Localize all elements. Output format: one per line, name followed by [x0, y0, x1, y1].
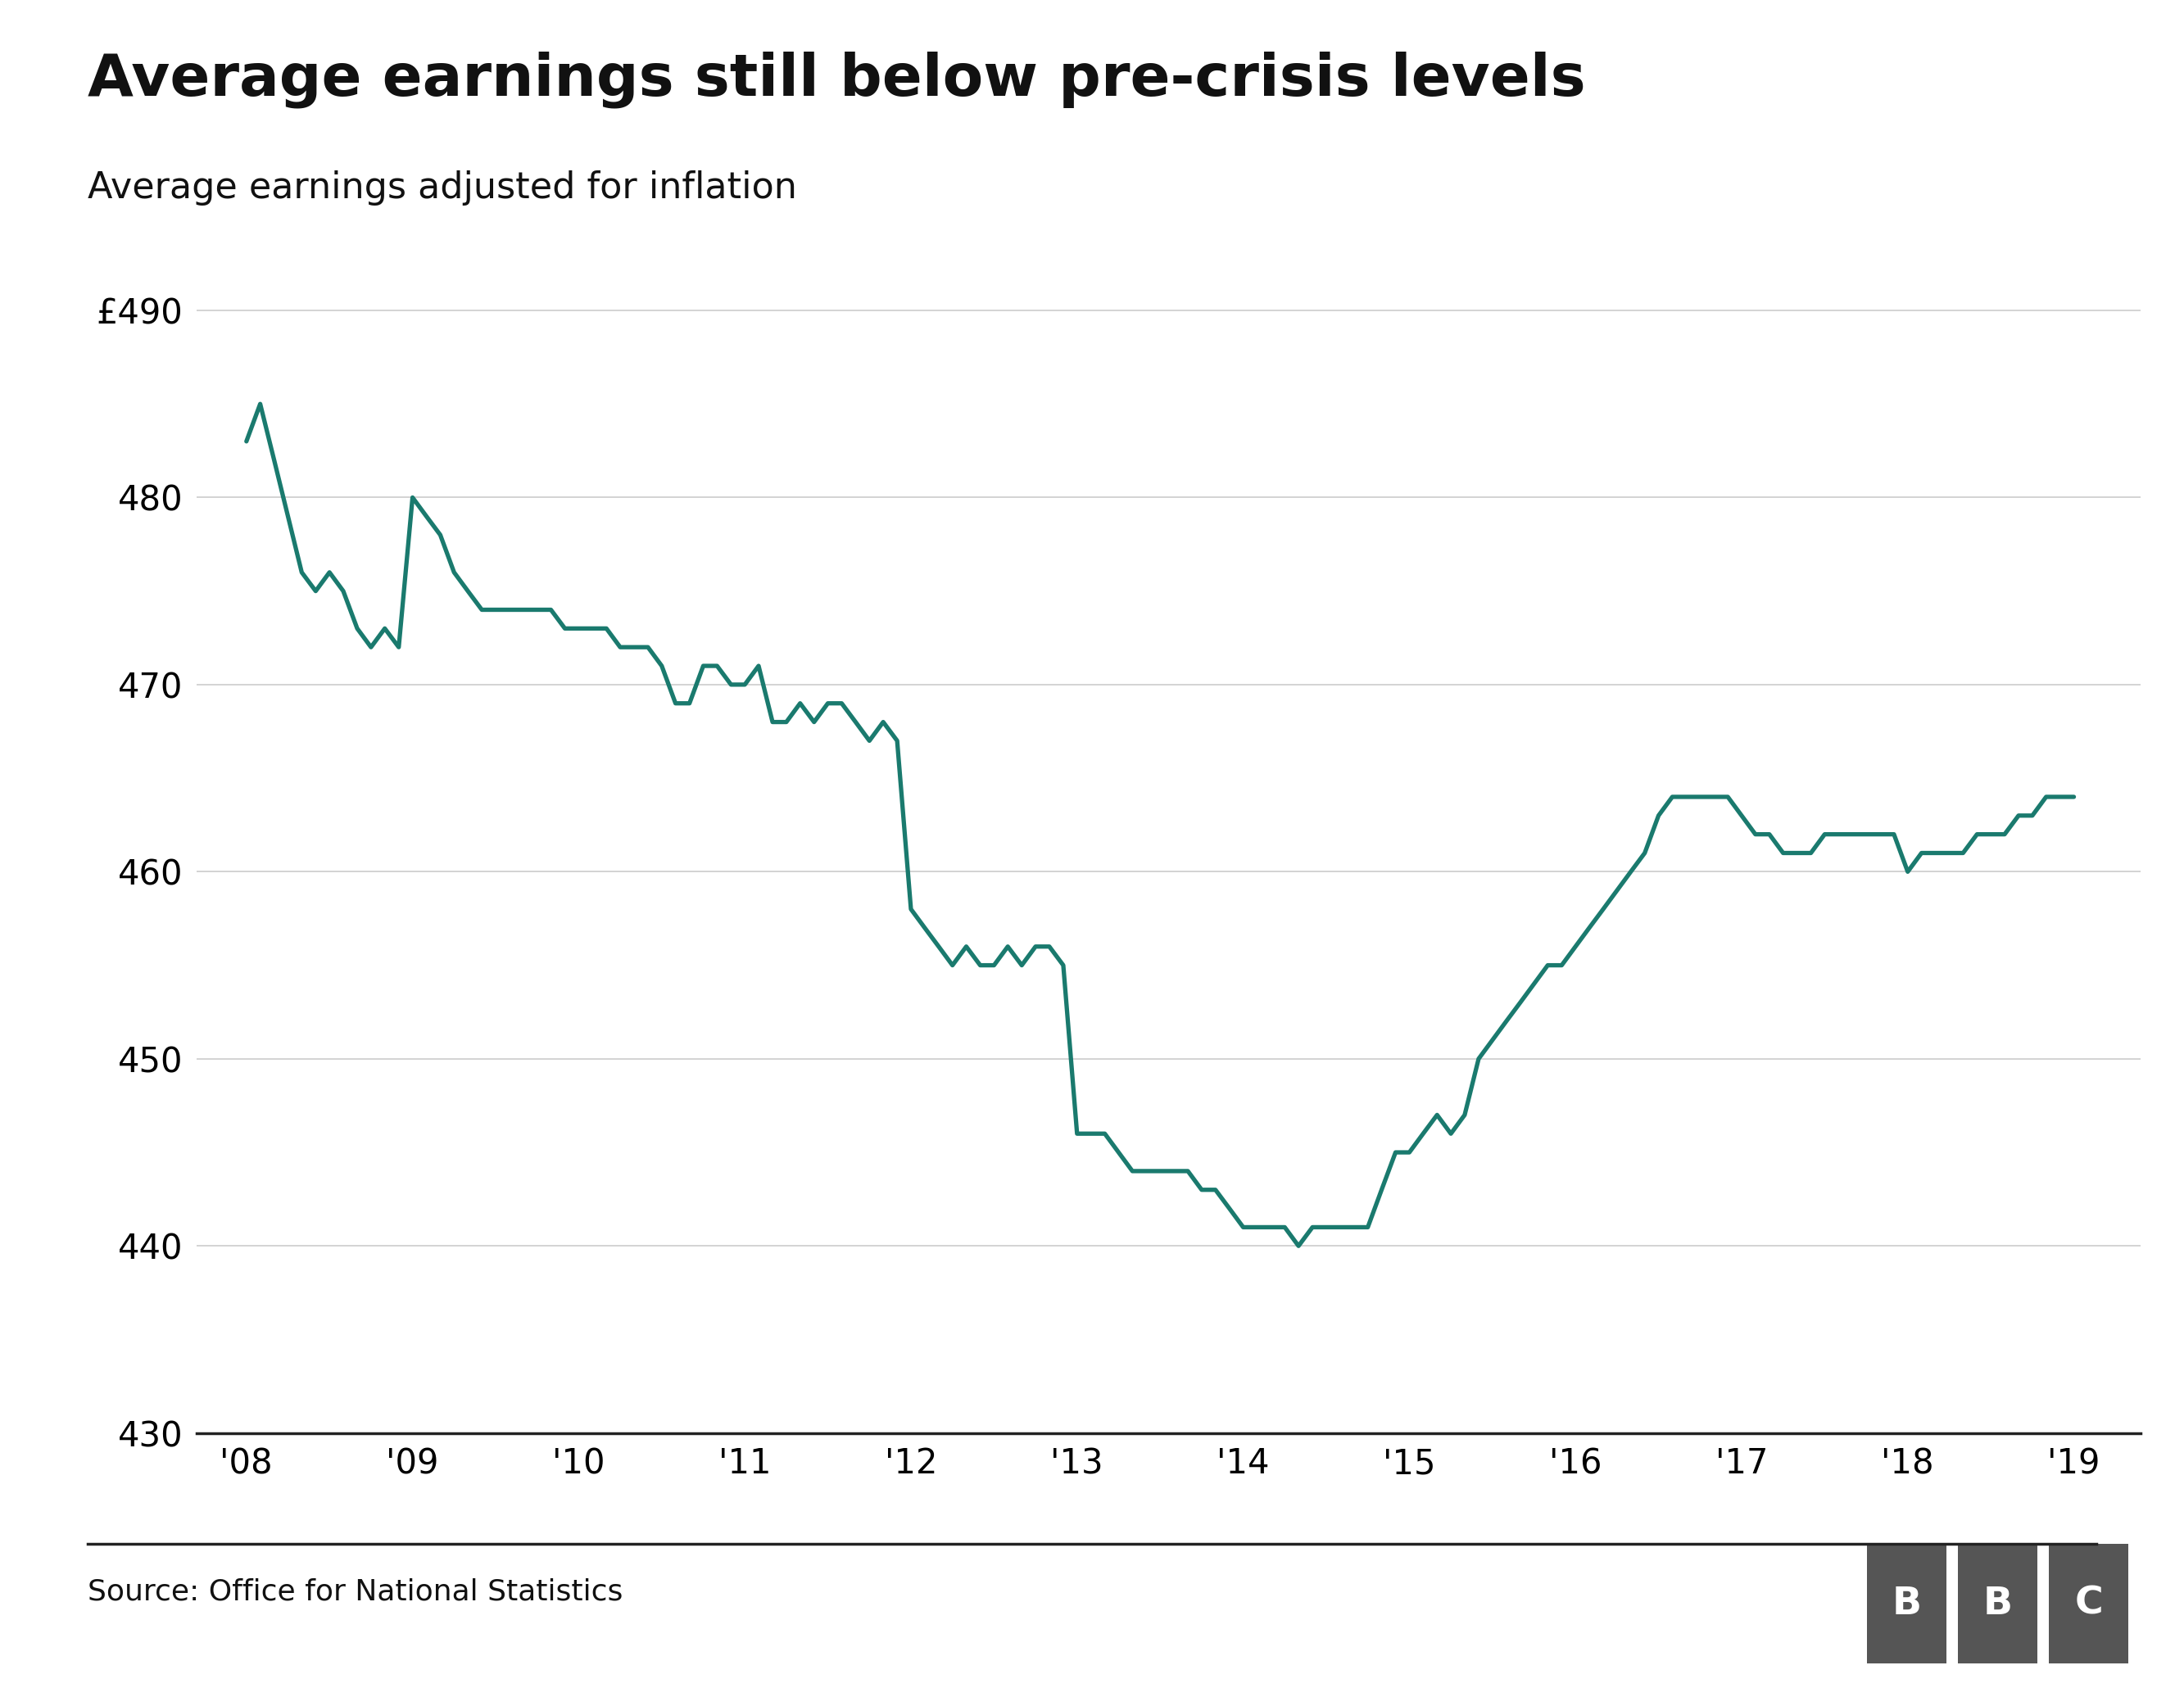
Text: C: C	[2075, 1585, 2103, 1622]
Text: B: B	[1983, 1585, 2014, 1622]
FancyBboxPatch shape	[2049, 1544, 2129, 1663]
Text: Average earnings still below pre-crisis levels: Average earnings still below pre-crisis …	[87, 51, 1586, 107]
Text: Source: Office for National Statistics: Source: Office for National Statistics	[87, 1578, 622, 1605]
Text: Average earnings adjusted for inflation: Average earnings adjusted for inflation	[87, 171, 797, 206]
FancyBboxPatch shape	[1867, 1544, 1946, 1663]
FancyBboxPatch shape	[1959, 1544, 2038, 1663]
Text: B: B	[1891, 1585, 1922, 1622]
